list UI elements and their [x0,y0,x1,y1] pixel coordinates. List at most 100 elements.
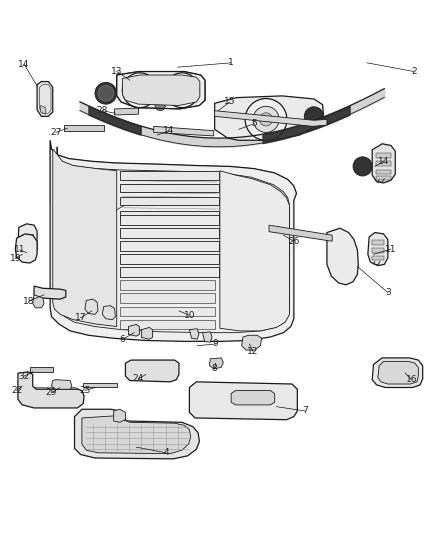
Circle shape [71,209,84,222]
Circle shape [239,236,258,255]
Polygon shape [20,247,33,251]
Circle shape [238,205,259,225]
Circle shape [257,207,287,237]
Polygon shape [85,299,98,314]
Text: 11: 11 [14,246,25,254]
Text: 10: 10 [184,311,195,320]
Polygon shape [372,248,385,253]
Circle shape [169,77,195,103]
Polygon shape [376,170,391,174]
Polygon shape [209,358,223,369]
Text: 14: 14 [163,126,175,135]
Circle shape [131,188,144,201]
Polygon shape [372,240,385,245]
Polygon shape [50,140,297,206]
Text: 22: 22 [11,386,22,395]
Circle shape [353,157,372,176]
Polygon shape [120,215,219,225]
Circle shape [181,184,203,206]
Text: 15: 15 [224,98,236,107]
Circle shape [232,199,265,232]
Circle shape [259,113,272,126]
Text: 13: 13 [111,67,123,76]
Text: 14: 14 [18,60,30,69]
Circle shape [66,203,89,227]
Text: 26: 26 [288,237,300,246]
Text: 19: 19 [10,254,21,263]
Text: 4: 4 [163,448,169,457]
Text: 29: 29 [46,388,57,397]
Circle shape [85,178,107,200]
Text: 5: 5 [251,119,257,128]
Polygon shape [242,335,261,350]
Circle shape [78,206,112,239]
Circle shape [95,83,117,104]
Polygon shape [120,268,219,277]
Polygon shape [34,286,66,299]
Polygon shape [141,327,152,339]
Polygon shape [15,234,37,263]
Polygon shape [120,184,219,192]
Text: 1: 1 [228,58,234,67]
Circle shape [67,169,91,193]
Polygon shape [376,161,391,166]
Polygon shape [378,361,418,384]
Circle shape [68,393,75,400]
Polygon shape [120,241,219,251]
Circle shape [126,184,148,206]
Circle shape [122,73,157,108]
Polygon shape [83,383,117,387]
Polygon shape [115,108,138,115]
Text: 18: 18 [23,297,34,306]
Circle shape [127,77,153,103]
Polygon shape [189,382,297,419]
Polygon shape [189,329,199,339]
Text: 32: 32 [18,372,30,381]
Polygon shape [18,372,84,408]
Polygon shape [327,228,358,285]
Polygon shape [24,377,79,405]
Circle shape [264,243,281,260]
Polygon shape [102,305,116,320]
Circle shape [36,393,43,400]
Polygon shape [120,197,219,205]
Circle shape [80,173,113,206]
Text: 24: 24 [133,374,144,383]
Circle shape [89,217,101,229]
Circle shape [72,175,85,188]
Polygon shape [120,320,215,329]
Polygon shape [120,171,219,180]
Circle shape [133,84,146,97]
Circle shape [84,212,106,234]
Text: 7: 7 [302,407,308,416]
Polygon shape [64,125,104,131]
Text: 27: 27 [50,128,61,137]
Text: 6: 6 [120,335,125,344]
Circle shape [253,107,279,133]
Polygon shape [154,126,214,136]
Polygon shape [51,379,72,389]
Polygon shape [22,241,33,246]
Polygon shape [120,211,219,220]
Circle shape [165,73,199,108]
Text: 2: 2 [411,67,417,76]
Text: 11: 11 [385,245,397,254]
Text: 9: 9 [212,340,219,349]
Polygon shape [37,82,53,116]
Text: 28: 28 [97,106,108,115]
Polygon shape [128,325,139,336]
Circle shape [258,237,286,265]
Circle shape [185,188,198,201]
Polygon shape [20,254,33,257]
Circle shape [170,367,177,375]
Circle shape [158,188,171,201]
Polygon shape [20,241,33,245]
Circle shape [233,230,264,261]
Polygon shape [368,232,388,265]
Polygon shape [231,391,275,405]
Polygon shape [215,96,323,140]
Polygon shape [18,224,37,257]
Polygon shape [50,140,297,341]
Circle shape [263,213,282,231]
Circle shape [176,84,188,97]
